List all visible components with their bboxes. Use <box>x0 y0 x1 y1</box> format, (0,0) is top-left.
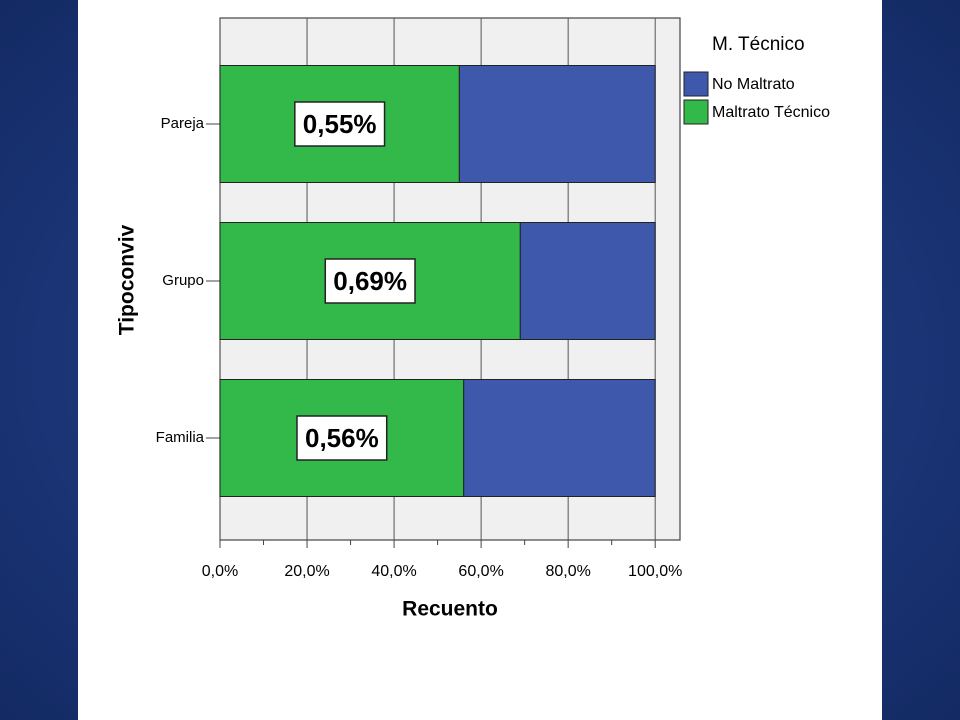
value-label-box <box>296 415 388 461</box>
legend-title: M. Técnico <box>712 34 805 55</box>
y-tick-label: Grupo <box>162 272 204 289</box>
x-tick-label: 100,0% <box>628 563 682 580</box>
value-label: 0,69% <box>333 266 407 296</box>
legend-swatch <box>683 99 709 125</box>
value-label-box <box>294 101 386 147</box>
legend-swatch <box>683 71 709 97</box>
bar <box>463 379 656 497</box>
y-tick-label: Pareja <box>161 115 205 132</box>
y-tick-label: Familia <box>156 429 205 446</box>
x-tick-label: 60,0% <box>458 563 503 580</box>
x-tick-label: 40,0% <box>371 563 416 580</box>
bar <box>458 65 656 183</box>
value-label: 0,55% <box>303 109 377 139</box>
x-tick-label: 80,0% <box>545 563 590 580</box>
bar <box>519 222 656 340</box>
legend-label: Maltrato Técnico <box>712 104 830 121</box>
y-axis-label: Tipoconviv <box>116 224 139 335</box>
legend-label: No Maltrato <box>712 76 795 93</box>
x-tick-label: 0,0% <box>202 563 238 580</box>
x-tick-label: 20,0% <box>284 563 329 580</box>
x-axis-label: Recuento <box>402 598 498 621</box>
value-label-box <box>324 258 416 304</box>
value-label: 0,56% <box>305 423 379 453</box>
